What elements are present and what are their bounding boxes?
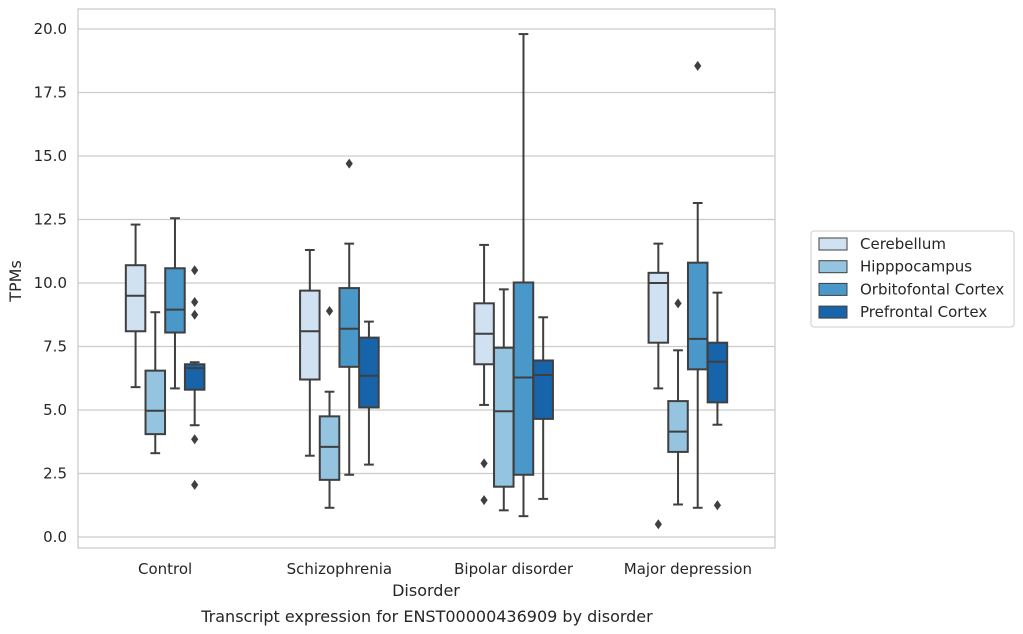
outlier-point xyxy=(191,434,199,445)
box-body xyxy=(338,287,360,368)
outlier-point xyxy=(480,458,488,469)
box-body xyxy=(318,415,341,481)
legend-swatch xyxy=(818,237,848,251)
legend-label: Hipppocampus xyxy=(860,258,972,276)
box-body xyxy=(647,271,670,344)
x-tick-labels: Control Schizophrenia Bipolar disorder Majo… xyxy=(138,560,752,578)
y-tick-label: 7.5 xyxy=(43,338,67,356)
box-prefrontal-cortex xyxy=(358,320,380,466)
box-body xyxy=(512,281,535,476)
box-cerebellum xyxy=(124,223,147,389)
legend-swatch xyxy=(818,282,848,296)
box-cerebellum xyxy=(473,243,495,506)
legend-label: Cerebellum xyxy=(860,235,946,253)
y-tick-label: 15.0 xyxy=(34,147,67,165)
box-prefrontal-cortex xyxy=(183,265,206,490)
box-body xyxy=(667,400,689,453)
outlier-point xyxy=(191,309,199,320)
legend-frame xyxy=(810,230,1015,328)
x-tick-label: Bipolar disorder xyxy=(454,560,574,578)
box-body xyxy=(532,359,554,420)
outlier-point xyxy=(674,298,682,309)
box-prefrontal-cortex xyxy=(706,291,729,511)
y-tick-label: 20.0 xyxy=(34,20,67,38)
y-tick-label: 0.0 xyxy=(43,528,67,546)
box-body xyxy=(299,289,321,381)
legend-swatch xyxy=(818,260,848,274)
outlier-point xyxy=(713,500,722,511)
box-prefrontal-cortex xyxy=(532,316,554,500)
boxes-layer xyxy=(124,33,729,530)
x-tick-label: Control xyxy=(138,560,192,578)
outlier-point xyxy=(191,297,199,308)
x-tick-label: Schizophrenia xyxy=(287,560,392,578)
box-body xyxy=(144,369,167,436)
box-cerebellum xyxy=(299,248,321,457)
box-body xyxy=(493,346,515,488)
outlier-point xyxy=(654,519,662,530)
outlier-point xyxy=(480,495,488,506)
y-tick-label: 2.5 xyxy=(43,465,67,483)
legend-swatch xyxy=(818,305,848,319)
outlier-point xyxy=(325,305,334,316)
box-hipppocampus xyxy=(667,298,689,506)
y-tick-label: 17.5 xyxy=(34,84,67,102)
box-hipppocampus xyxy=(493,288,515,512)
legend-label: Orbitofontal Cortex xyxy=(860,280,1004,298)
x-axis-label: Disorder xyxy=(392,581,460,600)
outlier-point xyxy=(191,479,199,490)
box-orbitofontal-cortex xyxy=(686,60,709,509)
box-body xyxy=(124,264,147,333)
y-tick-labels: 0.0 2.5 5.0 7.5 10.0 12.5 15.0 17.5 20.0 xyxy=(34,20,67,546)
box-body xyxy=(183,363,206,391)
y-tick-label: 12.5 xyxy=(34,211,67,229)
x-tick-label: Major depression xyxy=(624,560,752,578)
outlier-point xyxy=(694,60,702,71)
chart-caption: Transcript expression for ENST0000043690… xyxy=(200,607,653,626)
box-body xyxy=(706,341,729,404)
outlier-point xyxy=(345,158,353,169)
box-body xyxy=(686,261,709,371)
box-body xyxy=(164,267,186,334)
y-tick-label: 10.0 xyxy=(34,274,67,292)
box-orbitofontal-cortex xyxy=(338,158,360,476)
legend-label: Prefrontal Cortex xyxy=(860,303,987,321)
box-body xyxy=(358,336,380,409)
box-hipppocampus xyxy=(144,311,167,455)
outlier-point xyxy=(191,265,199,276)
box-cerebellum xyxy=(647,242,670,530)
y-tick-label: 5.0 xyxy=(43,401,67,419)
plot-frame xyxy=(77,8,776,549)
legend: Cerebellum Hipppocampus Orbitofontal Corte… xyxy=(810,230,1015,328)
box-orbitofontal-cortex xyxy=(164,217,186,390)
y-axis-label: TPMs xyxy=(6,260,25,303)
box-hipppocampus xyxy=(318,305,341,509)
